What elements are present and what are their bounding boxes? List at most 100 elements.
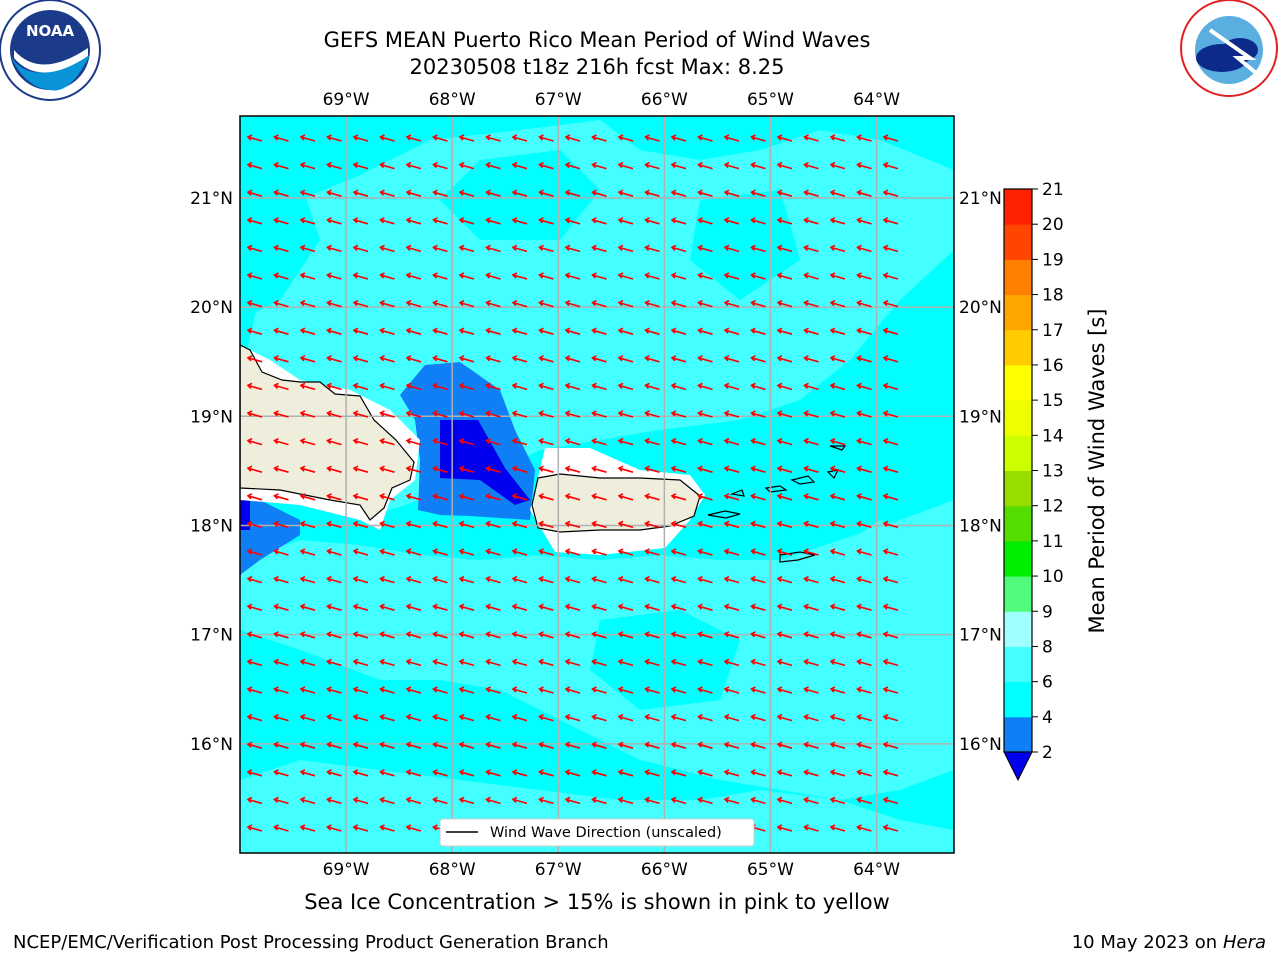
arrow: [829, 382, 846, 391]
arrow: [273, 437, 289, 446]
arrow: [379, 548, 395, 556]
arrow: [882, 686, 899, 694]
arrow: [882, 465, 899, 473]
arrow: [644, 410, 660, 418]
arrow: [670, 244, 687, 253]
lat-label: 18°N: [959, 516, 1002, 536]
colorbar-tick: 11: [1042, 532, 1064, 552]
arrow: [246, 575, 263, 584]
arrow: [803, 437, 819, 446]
arrow: [458, 603, 475, 611]
sea-ice-note: Sea Ice Concentration > 15% is shown in …: [304, 890, 890, 914]
arrow: [564, 134, 581, 142]
colorbar-tick: 9: [1042, 602, 1053, 622]
lat-label: 17°N: [190, 626, 233, 646]
arrow: [750, 299, 766, 308]
arrow: [723, 741, 740, 749]
footer-host: Hera: [1222, 932, 1266, 953]
arrow: [803, 769, 819, 777]
lon-label: 68°W: [429, 90, 476, 110]
arrow: [723, 272, 740, 280]
arrow: [723, 575, 740, 584]
arrow: [352, 244, 369, 253]
arrow: [564, 575, 581, 584]
arrow: [405, 575, 422, 584]
colorbar-band: [1004, 364, 1032, 401]
arrow: [564, 327, 581, 335]
arrow: [511, 686, 528, 694]
arrow: [299, 741, 316, 749]
arrow: [617, 741, 634, 749]
arrow: [829, 244, 846, 253]
arrow: [405, 520, 422, 529]
arrow: [829, 575, 846, 584]
arrow: [670, 575, 687, 584]
arrow: [591, 437, 607, 446]
arrow: [511, 410, 528, 418]
arrow: [856, 189, 872, 197]
arrow: [803, 631, 819, 639]
arrow: [776, 272, 793, 280]
arrow: [458, 520, 475, 529]
arrow: [511, 299, 528, 308]
arrow: [697, 189, 713, 197]
arrow: [644, 465, 660, 473]
arrow: [617, 327, 634, 335]
arrow: [882, 244, 899, 253]
arrow: [564, 217, 581, 225]
arrow: [670, 272, 687, 280]
arrow: [591, 382, 607, 391]
arrow: [352, 520, 369, 529]
arrow: [326, 686, 342, 694]
arrow: [697, 575, 713, 584]
arrow: [379, 244, 395, 253]
arrow: [644, 686, 660, 694]
arrow: [829, 741, 846, 749]
arrow: [405, 686, 422, 694]
arrow: [273, 658, 289, 667]
arrow: [458, 575, 475, 584]
arrow: [564, 686, 581, 694]
arrow: [882, 189, 899, 197]
arrow: [803, 658, 819, 667]
arrow: [511, 520, 528, 529]
colorbar-extension: [1003, 751, 1033, 782]
colorbar-label: Mean Period of Wind Waves [s]: [1085, 309, 1109, 634]
arrow: [273, 272, 289, 280]
arrow: [591, 575, 607, 584]
latitude-labels: 21°N 21°N 20°N 20°N 19°N 19°N 18°N 18°N 17°N 17°N…: [190, 189, 1002, 755]
arrow: [379, 796, 395, 805]
arrow: [750, 713, 766, 722]
arrow: [246, 493, 263, 501]
arrow: [644, 658, 660, 667]
arrow: [856, 382, 872, 391]
arrow: [591, 134, 607, 142]
arrow: [776, 437, 793, 446]
arrow: [882, 299, 899, 308]
arrow: [856, 134, 872, 142]
arrow: [379, 520, 395, 529]
colorbar-tick: 16: [1042, 356, 1064, 376]
arrow: [803, 382, 819, 391]
arrow: [405, 272, 422, 280]
arrow: [538, 437, 554, 446]
arrow: [750, 796, 766, 805]
arrow: [803, 686, 819, 694]
arrow: [564, 244, 581, 253]
arrow: [432, 631, 448, 639]
arrow: [326, 741, 342, 749]
arrow: [856, 299, 872, 308]
arrow: [405, 796, 422, 805]
arrow: [538, 658, 554, 667]
arrow: [750, 189, 766, 197]
arrow: [829, 355, 846, 363]
arrow: [776, 382, 793, 391]
arrow: [670, 603, 687, 611]
arrow: [352, 713, 369, 722]
arrow: [246, 382, 263, 391]
arrow: [564, 796, 581, 805]
arrow: [511, 548, 528, 556]
arrow: [538, 603, 554, 611]
arrow: [670, 796, 687, 805]
lon-label: 65°W: [747, 90, 794, 110]
